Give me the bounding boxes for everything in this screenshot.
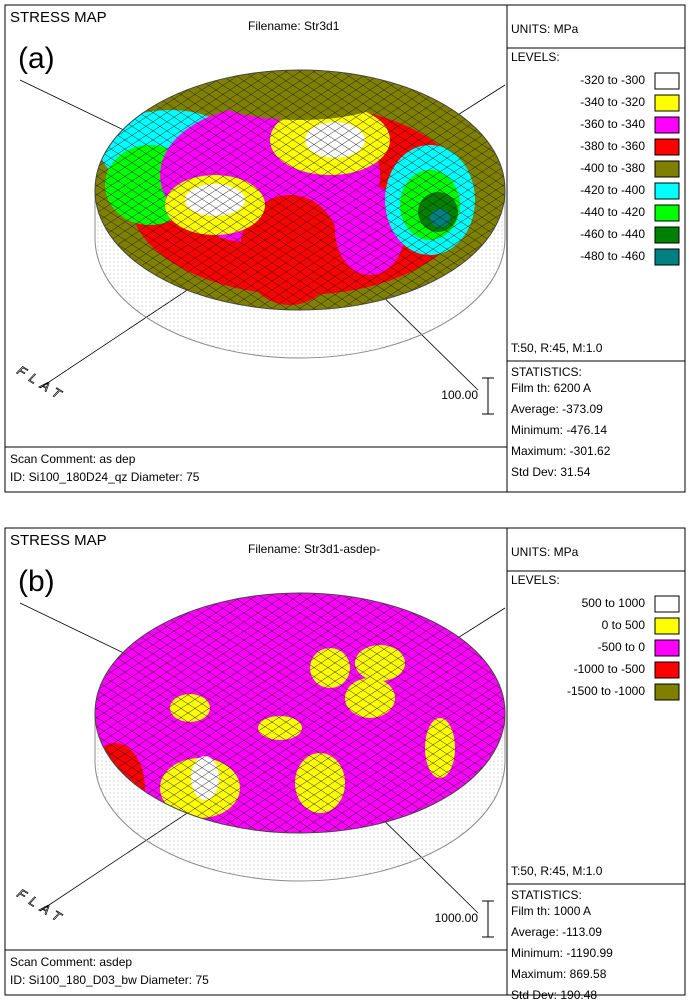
filename: Filename: Str3d1: [248, 19, 340, 33]
level-range: -420 to -400: [580, 183, 645, 197]
scale-value: 1000.00: [435, 911, 479, 925]
statistic: Average: -373.09: [511, 402, 603, 416]
level-swatch: [655, 662, 679, 678]
levels-title: LEVELS:: [511, 50, 560, 64]
page: STRESS MAP Filename: Str3d1 (a) UNITS: MPa L…: [0, 0, 689, 1008]
panel-label: (a): [18, 42, 55, 75]
level-swatch: [655, 249, 679, 265]
statistic: Film th: 1000 A: [511, 904, 591, 918]
level-range: -400 to -380: [580, 161, 645, 175]
statistic: Std Dev: 190.48: [511, 988, 597, 1002]
level-swatch: [655, 640, 679, 656]
filename: Filename: Str3d1-asdep-: [248, 542, 380, 556]
settings: T:50, R:45, M:1.0: [511, 341, 603, 355]
level-swatch: [655, 618, 679, 634]
panel-label: (b): [18, 565, 55, 598]
level-range: -360 to -340: [580, 117, 645, 131]
stress-region: [170, 694, 210, 722]
level-swatch: [655, 161, 679, 177]
level-range: -460 to -440: [580, 227, 645, 241]
scan-comment: Scan Comment: as dep: [10, 452, 136, 466]
level-swatch: [655, 139, 679, 155]
level-swatch: [655, 183, 679, 199]
level-range: 0 to 500: [602, 618, 646, 632]
statistics-title: STATISTICS:: [511, 888, 582, 902]
statistics-title: STATISTICS:: [511, 365, 582, 379]
level-range: -440 to -420: [580, 205, 645, 219]
level-range: -1000 to -500: [574, 662, 646, 676]
statistic: Minimum: -476.14: [511, 423, 607, 437]
level-swatch: [655, 117, 679, 133]
settings: T:50, R:45, M:1.0: [511, 864, 603, 878]
level-swatch: [655, 684, 679, 700]
figure: STRESS MAP Filename: Str3d1 (a) UNITS: MPa L…: [0, 0, 689, 1003]
stress-region: [191, 756, 219, 800]
level-range: -480 to -460: [580, 249, 645, 263]
levels-title: LEVELS:: [511, 573, 560, 587]
stress-map-panel: STRESS MAP Filename: Str3d1 (a) UNITS: MPa L…: [0, 5, 689, 492]
scale-value: 100.00: [441, 388, 478, 402]
level-range: -320 to -300: [580, 73, 645, 87]
stress-region: [425, 718, 455, 778]
statistic: Std Dev: 31.54: [511, 465, 591, 479]
scan-id: ID: Si100_180_D03_bw Diameter: 75: [10, 973, 209, 987]
level-swatch: [655, 227, 679, 243]
statistic: Maximum: -301.62: [511, 444, 611, 458]
level-range: -500 to 0: [598, 640, 646, 654]
scan-comment: Scan Comment: asdep: [10, 955, 132, 969]
units: UNITS: MPa: [511, 22, 579, 36]
statistic: Maximum: 869.58: [511, 967, 607, 981]
panel-title: STRESS MAP: [10, 532, 107, 549]
level-range: -340 to -320: [580, 95, 645, 109]
stress-region: [345, 678, 395, 718]
stress-map-panel: STRESS MAP Filename: Str3d1-asdep- (b) UNIT…: [0, 528, 689, 1002]
statistic: Film th: 6200 A: [511, 381, 591, 395]
level-range: -1500 to -1000: [567, 684, 645, 698]
level-range: 500 to 1000: [582, 596, 646, 610]
stress-region: [310, 648, 350, 688]
level-swatch: [655, 596, 679, 612]
panel-title: STRESS MAP: [10, 9, 107, 26]
statistic: Average: -113.09: [511, 925, 602, 939]
units: UNITS: MPa: [511, 545, 579, 559]
level-swatch: [655, 95, 679, 111]
statistic: Minimum: -1190.99: [511, 946, 613, 960]
stress-region: [430, 209, 450, 227]
scan-id: ID: Si100_180D24_qz Diameter: 75: [10, 470, 200, 484]
level-range: -380 to -360: [580, 139, 645, 153]
level-swatch: [655, 205, 679, 221]
level-swatch: [655, 73, 679, 89]
